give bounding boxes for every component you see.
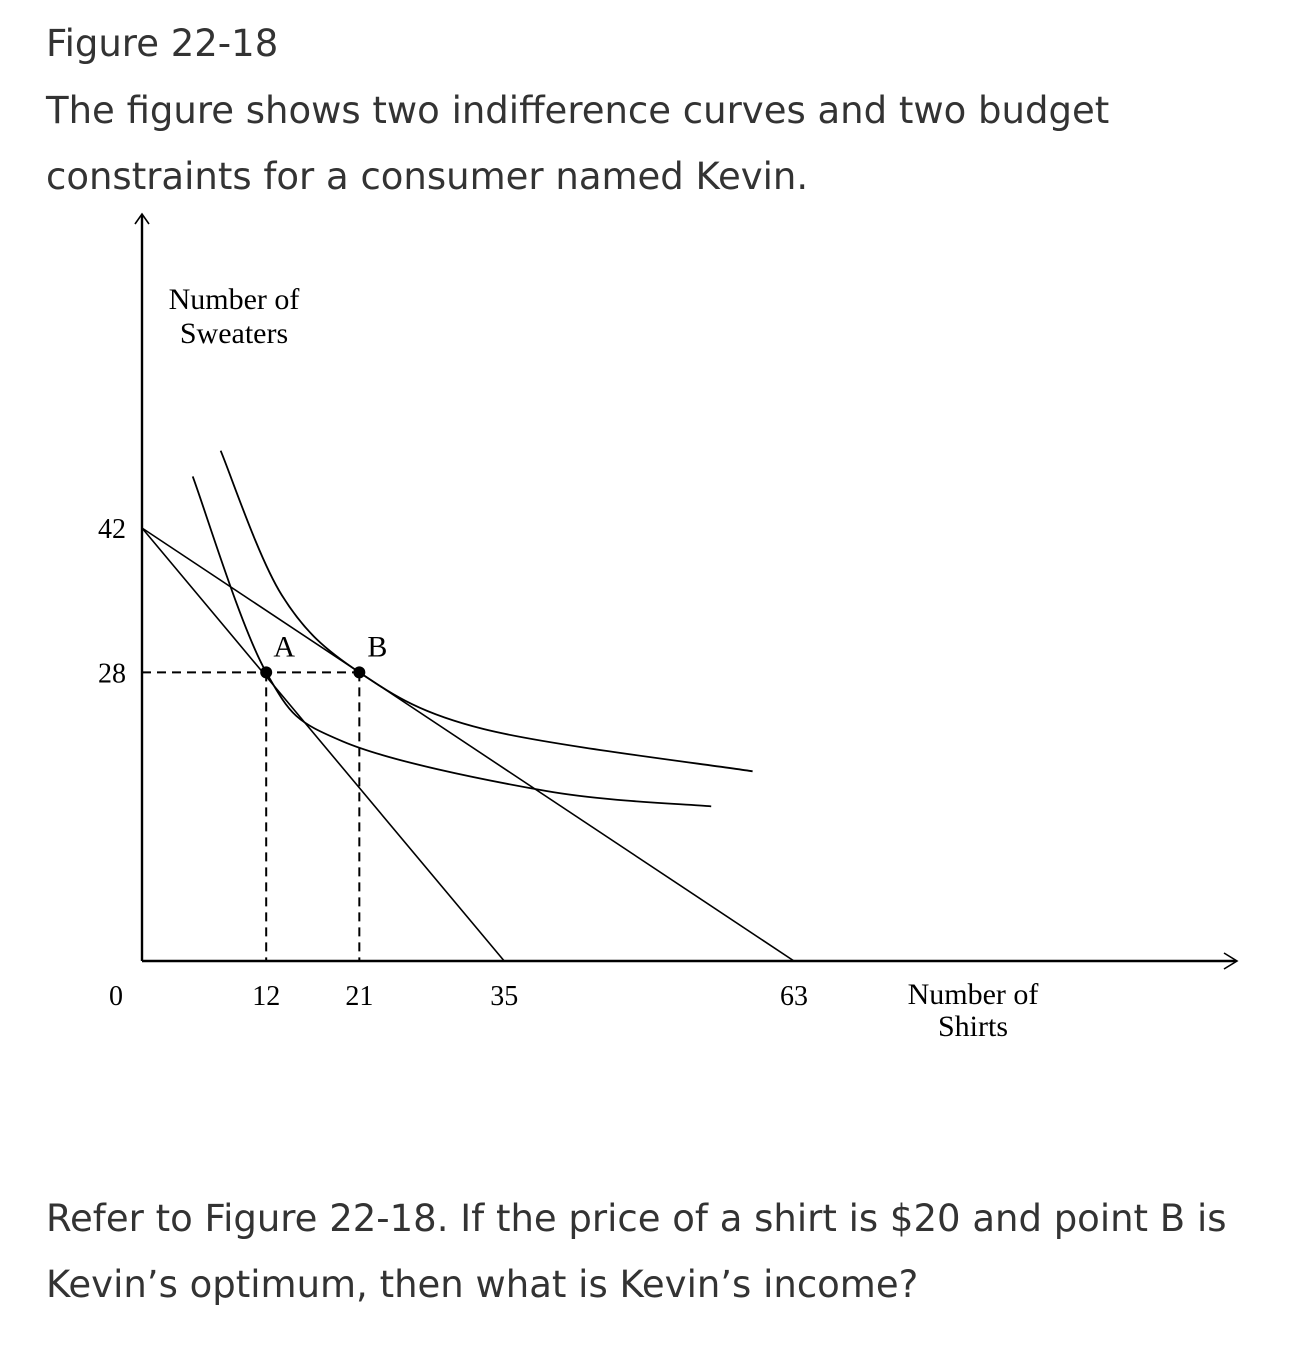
budget-lines — [142, 528, 794, 961]
indifference-curve — [193, 476, 711, 806]
y-tick-label: 42 — [98, 514, 126, 545]
optimum-point-label: B — [367, 630, 387, 663]
figure-caption: The figure shows two indifference curves… — [46, 78, 1246, 210]
y-axis-title: Sweaters — [180, 317, 288, 350]
figure-title: Figure 22-18 — [46, 18, 278, 70]
y-tick-label: 28 — [98, 658, 126, 689]
x-tick-label: 0 — [109, 981, 123, 1012]
optimum-point-label: A — [273, 630, 295, 663]
indifference-curves — [193, 451, 753, 807]
x-tick-label: 21 — [345, 981, 373, 1012]
indifference-curve — [221, 451, 753, 772]
optimum-point-marker — [260, 666, 272, 678]
x-axis-title: Number of — [908, 978, 1039, 1011]
optimum-point-marker — [353, 666, 365, 678]
axes — [135, 214, 1237, 969]
y-axis-title: Number of — [169, 283, 300, 316]
x-axis-title: Shirts — [938, 1010, 1008, 1043]
dashed-guide-lines — [142, 672, 359, 961]
x-tick-label: 12 — [252, 981, 280, 1012]
x-tick-label: 63 — [780, 981, 808, 1012]
budget-line — [142, 528, 504, 961]
budget-line — [142, 528, 794, 961]
x-tick-label: 35 — [490, 981, 518, 1012]
question-text: Refer to Figure 22-18. If the price of a… — [46, 1186, 1256, 1318]
